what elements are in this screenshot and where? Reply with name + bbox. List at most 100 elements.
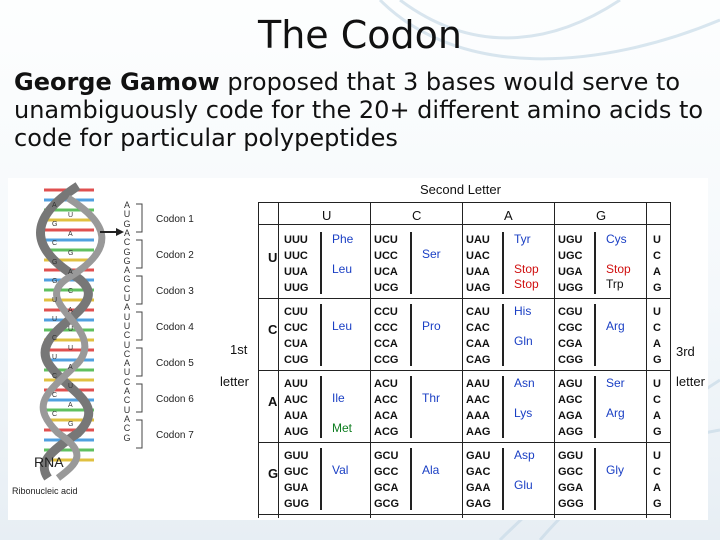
helix-base: U bbox=[68, 211, 74, 219]
first-letter: U bbox=[268, 250, 278, 265]
codon: ACA bbox=[374, 410, 398, 422]
table-row-rule bbox=[258, 514, 670, 515]
strand-base: U bbox=[123, 404, 131, 415]
cell-divider bbox=[410, 448, 412, 510]
table-column-rule bbox=[670, 202, 671, 518]
codon: CAA bbox=[466, 338, 490, 350]
codon: UAG bbox=[466, 282, 491, 294]
codon: GAA bbox=[466, 482, 491, 494]
helix-base: A bbox=[68, 401, 73, 409]
helix-base: A bbox=[52, 202, 57, 209]
strand-base: C bbox=[123, 330, 131, 341]
cell-divider bbox=[594, 448, 596, 510]
codon-list: GCU GCC GCA GCG bbox=[374, 448, 399, 512]
helix-base: A bbox=[68, 268, 73, 276]
strand-base: G bbox=[123, 246, 131, 257]
slide-body: George Gamow proposed that 3 bases would… bbox=[14, 68, 714, 152]
codon: GGA bbox=[558, 482, 584, 494]
amino-acid-label: Thr bbox=[422, 391, 440, 405]
cell-divider bbox=[502, 232, 504, 294]
codon-bracket bbox=[136, 347, 143, 377]
strand-base: C bbox=[123, 395, 131, 406]
column-header: U bbox=[322, 208, 332, 223]
codon: CAC bbox=[466, 322, 490, 334]
third-letter: A bbox=[653, 410, 661, 422]
codon-list: UCU UCC UCA UCG bbox=[374, 232, 398, 296]
codon-list: GUU GUC GUA GUG bbox=[284, 448, 309, 512]
rna-helix-drawing bbox=[36, 182, 143, 481]
helix-base: G bbox=[52, 221, 58, 228]
amino-acid-label: Cys bbox=[606, 232, 627, 246]
third-letter: U bbox=[653, 306, 661, 318]
codon: UCU bbox=[374, 234, 398, 246]
codon: GGC bbox=[558, 466, 584, 478]
codon: AGA bbox=[558, 410, 583, 422]
column-header: C bbox=[412, 208, 422, 223]
codon: UCC bbox=[374, 250, 398, 262]
cell-divider bbox=[320, 232, 322, 294]
codon: CUG bbox=[284, 354, 309, 366]
body-bold-name: George Gamow bbox=[14, 68, 220, 96]
codon-label: Codon 7 bbox=[156, 430, 194, 441]
cell-divider bbox=[320, 376, 322, 438]
codon: AGC bbox=[558, 394, 583, 406]
table-row-rule bbox=[258, 370, 670, 371]
amino-acid-label: Met bbox=[332, 421, 353, 435]
table-row-rule bbox=[258, 442, 670, 443]
strand-base: G bbox=[123, 432, 131, 443]
codon-list: CUU CUC CUA CUG bbox=[284, 304, 308, 368]
amino-acid-label: Asn bbox=[514, 376, 535, 390]
codon-list: UAU UAC UAA UAG bbox=[466, 232, 490, 296]
first-letter-label-1st: 1st bbox=[230, 342, 248, 357]
column-header: G bbox=[596, 208, 607, 223]
codon-list: CCU CCC CCA CCG bbox=[374, 304, 398, 368]
codon: GCC bbox=[374, 466, 399, 478]
amino-acid-label: Leu bbox=[332, 319, 353, 333]
cell-divider bbox=[410, 232, 412, 294]
cell-divider bbox=[594, 376, 596, 438]
codon-list: CAU CAC CAA CAG bbox=[466, 304, 490, 368]
strand-base: A bbox=[123, 358, 130, 369]
codon-list: ACU ACC ACA ACG bbox=[374, 376, 398, 440]
helix-base: C bbox=[68, 287, 74, 295]
helix-base: U bbox=[68, 382, 74, 390]
amino-acid-label: Val bbox=[332, 463, 349, 477]
codon: CUA bbox=[284, 338, 308, 350]
helix-base: C bbox=[52, 240, 58, 247]
helix-base: G bbox=[68, 249, 74, 257]
codon: ACU bbox=[374, 378, 398, 390]
codon: CUU bbox=[284, 306, 308, 318]
codon: UGC bbox=[558, 250, 583, 262]
cell-divider bbox=[410, 304, 412, 366]
codon-list: UGU UGC UGA UGG bbox=[558, 232, 583, 296]
codon: GCU bbox=[374, 450, 399, 462]
body-rest: proposed that 3 bases would serve to una… bbox=[14, 68, 704, 152]
column-header: A bbox=[504, 208, 513, 223]
third-letter: U bbox=[653, 450, 661, 462]
strand-base: C bbox=[123, 283, 131, 294]
third-letter: A bbox=[653, 266, 661, 278]
codon-bracket bbox=[136, 419, 143, 449]
amino-acid-label: Stop bbox=[514, 262, 539, 276]
table-column-rule bbox=[370, 202, 371, 518]
third-letter: G bbox=[653, 354, 662, 366]
third-letter: U bbox=[653, 378, 661, 390]
codon: GGG bbox=[558, 498, 584, 510]
amino-acid-label: Trp bbox=[606, 277, 624, 291]
amino-acid-label: Lys bbox=[514, 406, 533, 420]
cell-divider bbox=[502, 448, 504, 510]
ribonucleic-acid-label: Ribonucleic acid bbox=[12, 486, 78, 496]
amino-acid-label: Stop bbox=[606, 262, 631, 276]
helix-base: U bbox=[52, 297, 58, 304]
codon-bracket bbox=[136, 203, 143, 233]
strand-base: G bbox=[123, 274, 131, 285]
codon: UAA bbox=[466, 266, 490, 278]
codon: AUA bbox=[284, 410, 308, 422]
helix-base: A bbox=[68, 306, 73, 314]
second-letter-label: Second Letter bbox=[420, 182, 501, 197]
codon-bracket bbox=[136, 383, 143, 413]
helix-base: C bbox=[52, 411, 58, 418]
